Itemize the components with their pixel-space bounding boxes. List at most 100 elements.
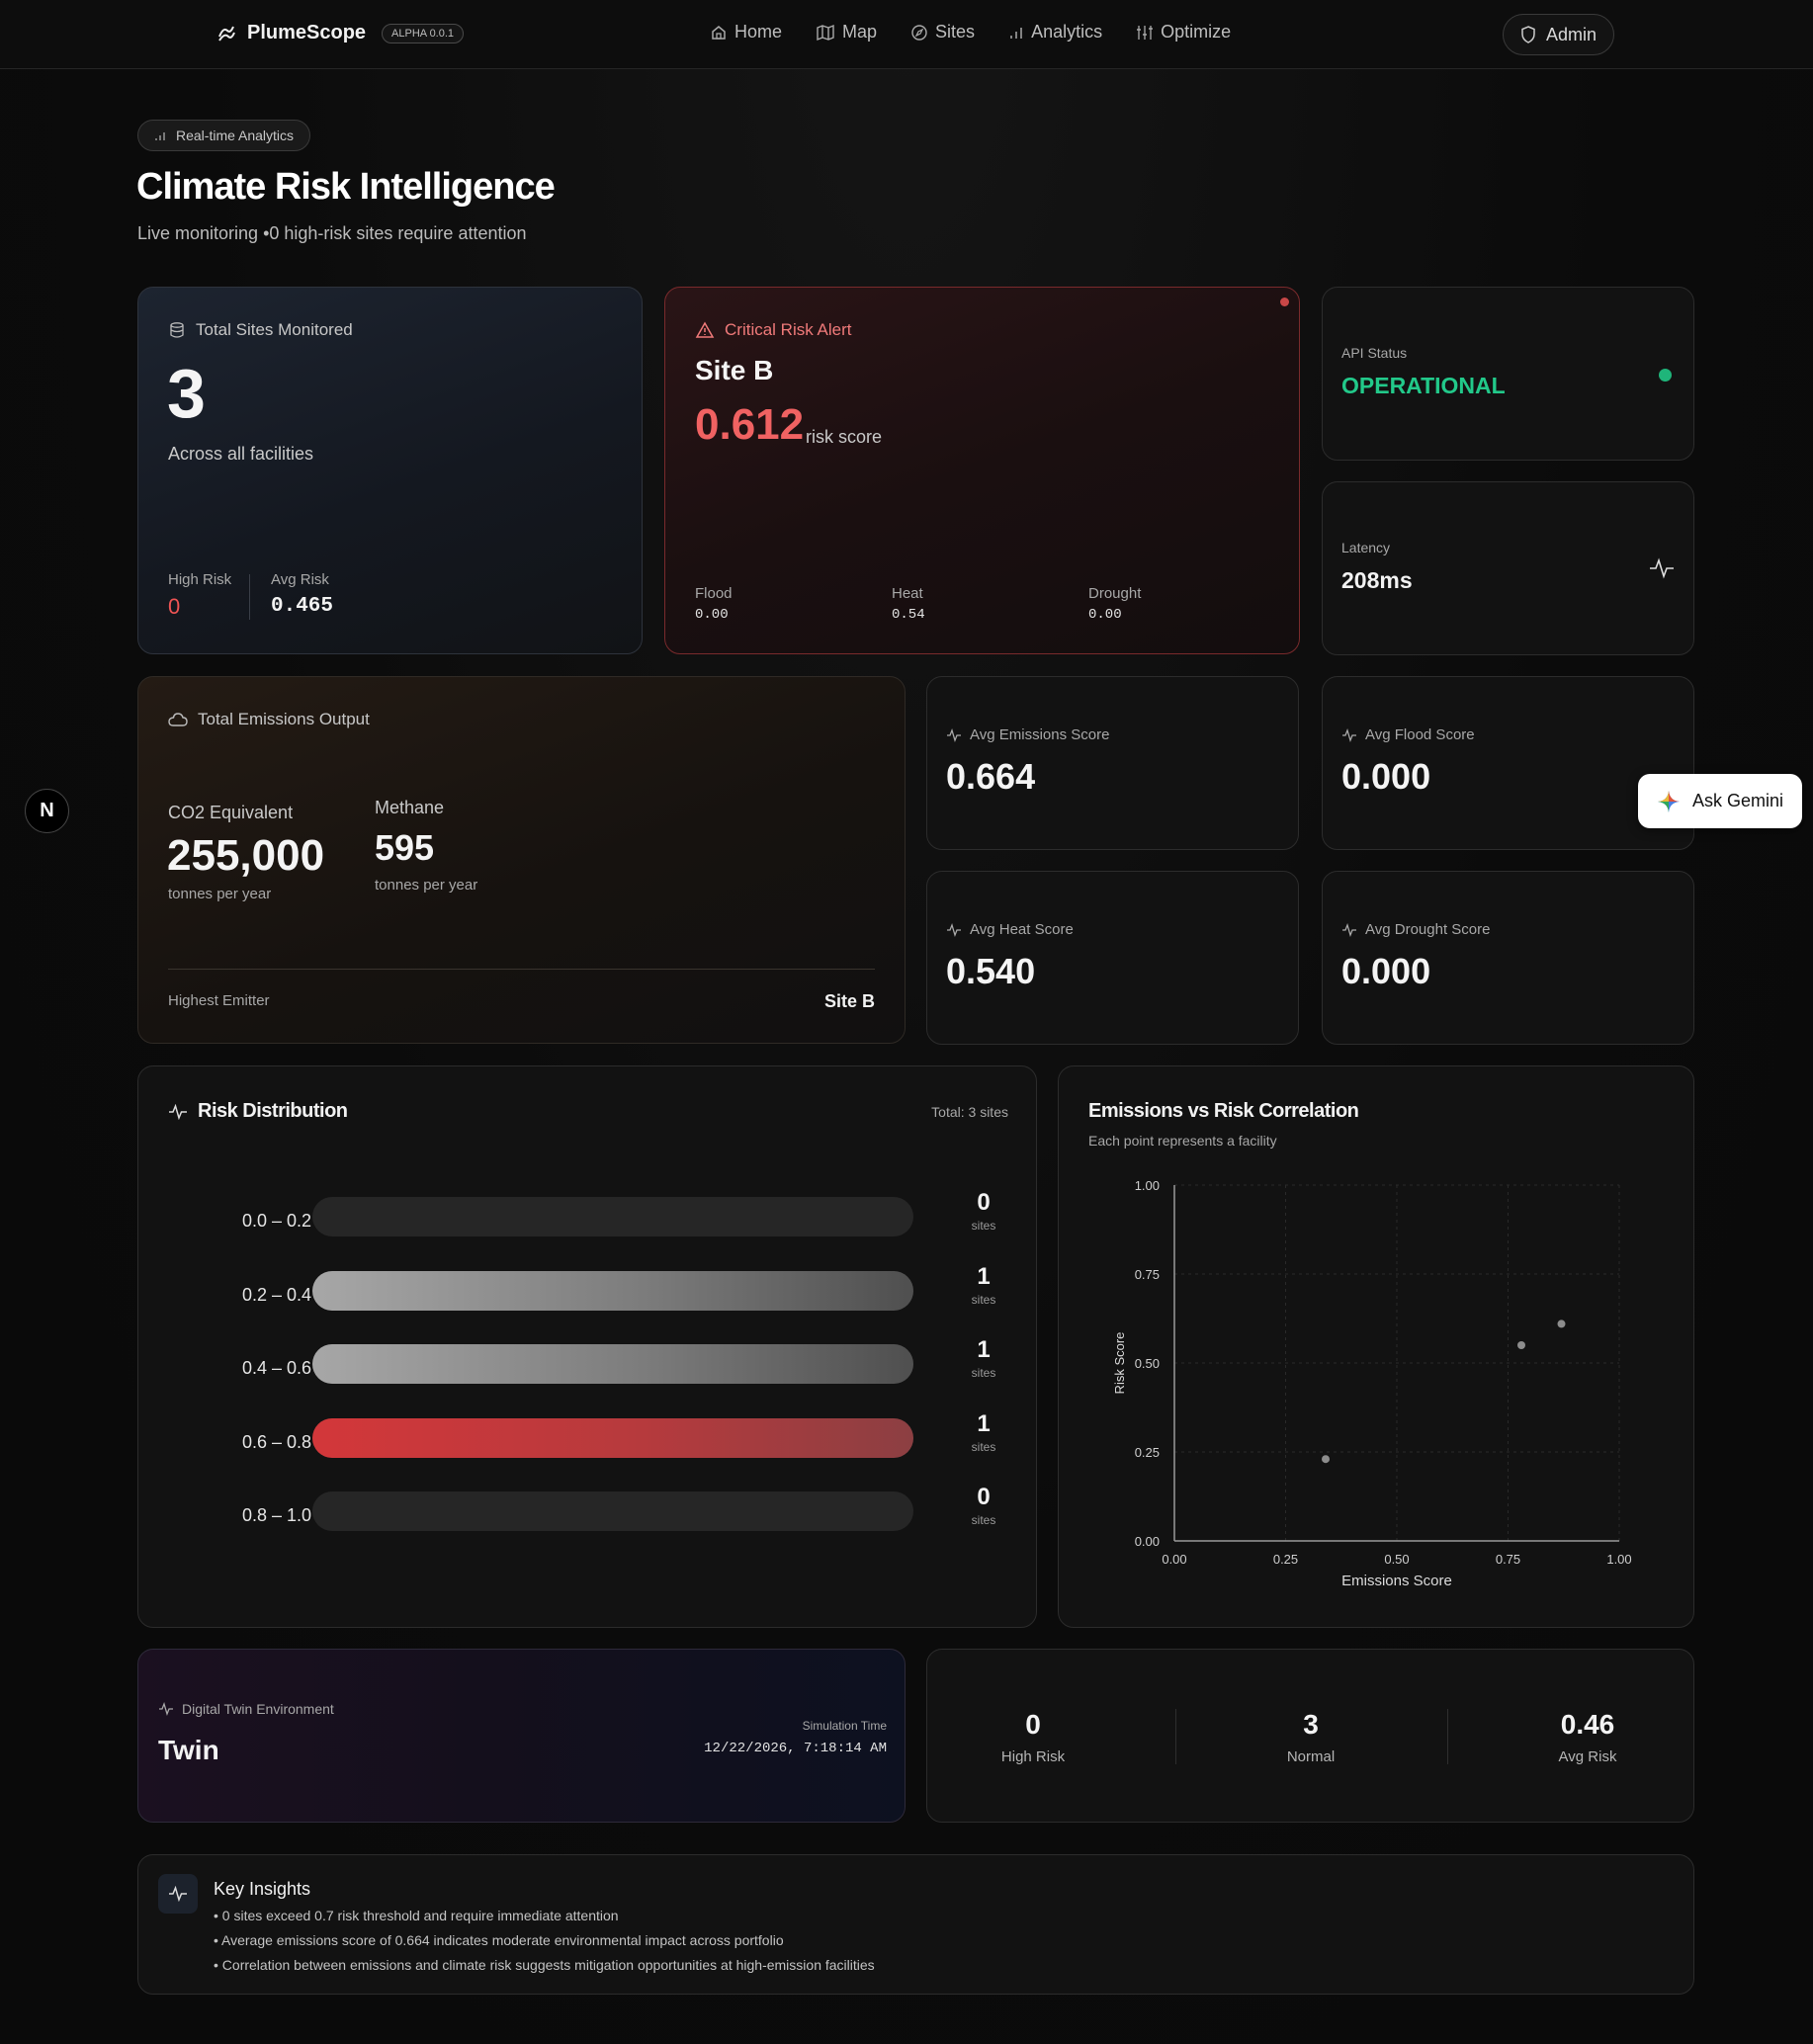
- cloud-icon: [168, 712, 188, 727]
- insight-item: • Average emissions score of 0.664 indic…: [214, 1932, 784, 1948]
- distribution-count: 0: [977, 1484, 991, 1510]
- distribution-row: 0.0 – 0.2 0 sites: [138, 1189, 1036, 1252]
- summary-avg-risk: 0.46 Avg Risk: [1489, 1709, 1686, 1765]
- nav-sites-label: Sites: [935, 22, 976, 42]
- distribution-unit: sites: [971, 1439, 996, 1454]
- distribution-bar: [312, 1270, 913, 1311]
- page-title: Climate Risk Intelligence: [136, 166, 556, 208]
- avg-risk-label: Avg Risk: [271, 571, 329, 588]
- api-status-label: API Status: [1341, 345, 1408, 361]
- y-axis-label: Risk Score: [1112, 1332, 1127, 1395]
- x-tick-label: 0.50: [1384, 1552, 1409, 1567]
- risk-distribution-total: Total: 3 sites: [931, 1104, 1008, 1120]
- nav-home[interactable]: Home: [710, 22, 782, 43]
- insights-title: Key Insights: [214, 1879, 311, 1899]
- twin-label: Digital Twin Environment: [182, 1701, 334, 1717]
- latency-label: Latency: [1341, 540, 1391, 555]
- dev-badge-button[interactable]: N: [25, 789, 69, 833]
- distribution-row: 0.6 – 0.8 1 sites: [138, 1410, 1036, 1474]
- digital-twin-card[interactable]: Digital Twin Environment Twin Simulation…: [137, 1649, 906, 1823]
- high-risk-label: High Risk: [168, 571, 232, 588]
- avg-flood-label: Avg Flood Score: [1365, 726, 1475, 743]
- summary-card: 0 High Risk 3 Normal 0.46 Avg Risk: [926, 1649, 1694, 1823]
- nav-map[interactable]: Map: [816, 22, 877, 43]
- brand[interactable]: PlumeScope ALPHA 0.0.1: [216, 22, 465, 44]
- y-tick-label: 0.25: [1135, 1445, 1160, 1460]
- distribution-count: 1: [977, 1262, 991, 1290]
- nav-optimize[interactable]: Optimize: [1136, 22, 1231, 43]
- nav-analytics-label: Analytics: [1031, 22, 1103, 42]
- admin-button[interactable]: Admin: [1503, 14, 1614, 55]
- avg-heat-header: Avg Heat Score: [946, 921, 1074, 938]
- methane-unit: tonnes per year: [375, 877, 478, 894]
- methane-value: 595: [375, 827, 435, 868]
- nav-map-label: Map: [842, 22, 878, 42]
- scatter-point: [1557, 1320, 1566, 1328]
- avg-flood-card: Avg Flood Score 0.000: [1322, 676, 1694, 850]
- activity-icon: [1649, 557, 1675, 579]
- latency-card: Latency 208ms: [1322, 481, 1694, 655]
- alert-site: Site B: [695, 355, 774, 385]
- alert-score-suffix: risk score: [806, 427, 883, 447]
- avg-drought-card: Avg Drought Score 0.000: [1322, 871, 1694, 1045]
- distribution-unit: sites: [971, 1513, 996, 1527]
- distribution-unit: sites: [971, 1292, 996, 1307]
- ask-gemini-button[interactable]: Ask Gemini: [1638, 774, 1802, 828]
- y-tick-label: 0.00: [1135, 1534, 1160, 1549]
- total-sites-header: Total Sites Monitored: [168, 320, 353, 340]
- sim-time-label: Simulation Time: [802, 1719, 887, 1733]
- distribution-range: 0.2 – 0.4: [241, 1284, 311, 1305]
- insights-list: • 0 sites exceed 0.7 risk threshold and …: [214, 1904, 875, 1978]
- co2-unit: tonnes per year: [168, 886, 272, 902]
- nav-home-label: Home: [734, 22, 783, 42]
- top-nav: PlumeScope ALPHA 0.0.1 Home Map Sites An…: [0, 0, 1813, 69]
- methane-label: Methane: [375, 798, 445, 817]
- api-status-card: API Status OPERATIONAL: [1322, 287, 1694, 461]
- scatter-point: [1517, 1341, 1525, 1349]
- realtime-badge-label: Real-time Analytics: [176, 128, 295, 143]
- distribution-track: [312, 1417, 913, 1458]
- nav-analytics[interactable]: Analytics: [1008, 22, 1102, 43]
- avg-emissions-label: Avg Emissions Score: [970, 726, 1110, 743]
- summary-high-risk-label: High Risk: [1000, 1748, 1066, 1765]
- distribution-bar: [312, 1417, 913, 1458]
- alert-header: Critical Risk Alert: [695, 320, 851, 340]
- flood-value: 0.00: [695, 607, 729, 623]
- scatter-point: [1322, 1455, 1330, 1464]
- activity-icon: [168, 1103, 188, 1120]
- flood-label: Flood: [695, 585, 733, 602]
- nav-sites[interactable]: Sites: [910, 22, 975, 43]
- emissions-label: Total Emissions Output: [198, 710, 370, 728]
- distribution-range: 0.0 – 0.2: [241, 1211, 311, 1231]
- co2-label: CO2 Equivalent: [168, 803, 294, 822]
- summary-normal: 3 Normal: [1212, 1709, 1410, 1765]
- realtime-badge: Real-time Analytics: [137, 120, 311, 151]
- version-badge: ALPHA 0.0.1: [382, 23, 465, 43]
- shield-icon: [1520, 26, 1536, 43]
- activity-icon: [1341, 922, 1357, 937]
- distribution-track: [312, 1197, 913, 1236]
- distribution-unit: sites: [971, 1366, 996, 1380]
- y-tick-label: 1.00: [1135, 1178, 1160, 1193]
- distribution-range: 0.8 – 1.0: [241, 1505, 311, 1525]
- divider: [1447, 1709, 1448, 1764]
- activity-icon: [1341, 727, 1357, 742]
- avg-heat-card: Avg Heat Score 0.540: [926, 871, 1299, 1045]
- sliders-icon: [1136, 24, 1154, 42]
- highest-emitter-label: Highest Emitter: [168, 992, 270, 1009]
- avg-risk-value: 0.465: [271, 595, 334, 618]
- x-tick-label: 0.75: [1496, 1552, 1520, 1567]
- warning-icon: [695, 321, 715, 339]
- distribution-track: [312, 1270, 913, 1311]
- divider: [249, 574, 250, 620]
- summary-normal-value: 3: [1303, 1709, 1319, 1740]
- critical-alert-card: Critical Risk Alert Site B 0.612 risk sc…: [664, 287, 1300, 654]
- total-sites-caption: Across all facilities: [168, 444, 314, 464]
- avg-emissions-value: 0.664: [946, 756, 1036, 797]
- avg-drought-header: Avg Drought Score: [1341, 921, 1490, 938]
- distribution-count: 0: [977, 1189, 991, 1216]
- api-status-value: OPERATIONAL: [1341, 373, 1506, 398]
- avg-flood-header: Avg Flood Score: [1341, 726, 1475, 743]
- nav-links: Home Map Sites Analytics Optimize: [710, 22, 1231, 43]
- distribution-row: 0.2 – 0.4 1 sites: [138, 1263, 1036, 1326]
